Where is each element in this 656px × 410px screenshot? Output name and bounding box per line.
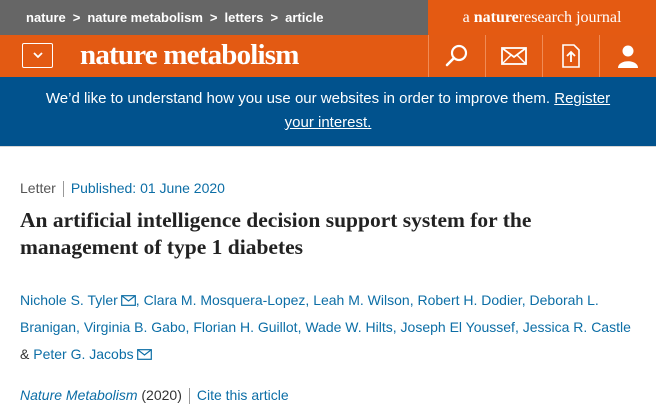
article-meta: Letter Published: 01 June 2020 [20, 180, 225, 198]
chevron-down-icon [32, 52, 43, 59]
citation-divider [188, 388, 190, 405]
meta-divider [62, 181, 64, 198]
author-link[interactable]: Leah M. Wilson [313, 292, 410, 308]
journal-name[interactable]: Nature Metabolism [20, 387, 138, 403]
menu-button[interactable] [22, 43, 53, 68]
mail-icon[interactable] [120, 295, 136, 306]
account-button[interactable] [599, 35, 656, 77]
author-link[interactable]: Wade W. Hilts [305, 319, 393, 335]
author-link[interactable]: Joseph El Youssef [400, 319, 515, 335]
author-link[interactable]: Florian H. Guillot [193, 319, 298, 335]
article-type: Letter [20, 180, 56, 196]
breadcrumb-item-article: article [285, 10, 324, 25]
banner-text: We’d like to understand how you use our … [45, 90, 551, 107]
journal-header: nature metabolism [0, 35, 656, 77]
tagline-middle: research [518, 8, 573, 26]
mail-icon[interactable] [136, 349, 152, 360]
download-pdf-button[interactable] [542, 35, 599, 77]
top-bar: nature > nature metabolism > letters > article… [0, 0, 656, 35]
breadcrumb-separator: > [270, 10, 279, 25]
author-link[interactable]: Clara M. Mosquera-Lopez [143, 292, 306, 308]
breadcrumb-item-nature[interactable]: nature [26, 10, 66, 25]
user-icon [618, 45, 638, 68]
author-link[interactable]: Jessica R. Castle [522, 319, 631, 335]
register-interest-link[interactable]: Register [554, 90, 611, 107]
publication-year: (2020) [141, 387, 182, 403]
breadcrumb: nature > nature metabolism > letters > article [26, 10, 323, 25]
citation-line: Nature Metabolism (2020) Cite this articl… [20, 387, 289, 405]
tagline-brand: nature [473, 8, 519, 26]
email-alert-button[interactable] [485, 35, 542, 77]
tagline-suffix: journal [572, 8, 622, 26]
tagline-prefix: a [462, 8, 474, 26]
search-icon [445, 44, 468, 67]
author-link[interactable]: Virginia B. Gabo [83, 319, 186, 335]
breadcrumb-separator: > [209, 10, 218, 25]
journal-logo[interactable]: nature metabolism [80, 39, 299, 71]
survey-banner: We’d like to understand how you use our … [0, 77, 656, 146]
author-link[interactable]: Robert H. Dodier [417, 292, 522, 308]
breadcrumb-item-journal[interactable]: nature metabolism [87, 10, 203, 25]
author-ampersand: & [20, 346, 30, 362]
divider [0, 146, 656, 147]
author-list: Nichole S. Tyler, Clara M. Mosquera-Lope… [20, 292, 631, 362]
mail-icon [501, 47, 527, 65]
breadcrumb-separator: > [72, 10, 81, 25]
search-button[interactable] [428, 35, 485, 77]
nature-research-tagline[interactable]: a nature research journal [428, 0, 656, 35]
cite-this-article-link[interactable]: Cite this article [196, 387, 289, 403]
author-link[interactable]: Peter G. Jacobs [33, 346, 134, 362]
author-link[interactable]: Nichole S. Tyler [20, 292, 118, 308]
download-pdf-icon [562, 44, 580, 68]
published-date: Published: 01 June 2020 [70, 180, 225, 196]
register-interest-link-continued[interactable]: your interest. [284, 114, 372, 131]
breadcrumb-item-letters[interactable]: letters [224, 10, 264, 25]
article-title: An artificial intelligence decision supp… [20, 208, 532, 259]
author-link[interactable]: Deborah L. Branigan [20, 292, 599, 335]
